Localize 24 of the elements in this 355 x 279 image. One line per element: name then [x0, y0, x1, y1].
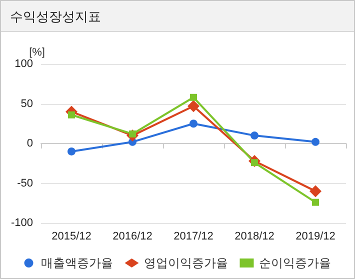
point	[68, 147, 76, 156]
y-tick-label: 100	[14, 58, 33, 70]
legend-label: 영업이익증가율	[144, 256, 228, 270]
point	[188, 100, 200, 112]
y-tick-label: -50	[17, 177, 33, 190]
point	[312, 138, 320, 146]
point	[250, 132, 258, 140]
y-tick-label: 0	[26, 138, 33, 150]
point	[190, 94, 197, 101]
legend-label: 매출액증가율	[40, 256, 113, 270]
point	[312, 198, 319, 206]
point	[310, 185, 322, 198]
x-tick-label: 2015/12	[52, 230, 92, 242]
point	[190, 120, 198, 128]
x-tick-label: 2017/12	[174, 230, 214, 242]
legend-label: 순이익증가율	[258, 256, 331, 270]
chart-title: 수익성장성지표	[10, 9, 101, 26]
y-axis-title: [%]	[29, 46, 45, 58]
y-tick-label: 50	[20, 98, 33, 110]
point	[68, 111, 75, 118]
x-tick-label: 2019/12	[296, 230, 336, 242]
x-tick-label: 2016/12	[112, 230, 152, 242]
x-tick-label: 2018/12	[234, 230, 274, 242]
y-tick-label: -100	[10, 217, 33, 229]
